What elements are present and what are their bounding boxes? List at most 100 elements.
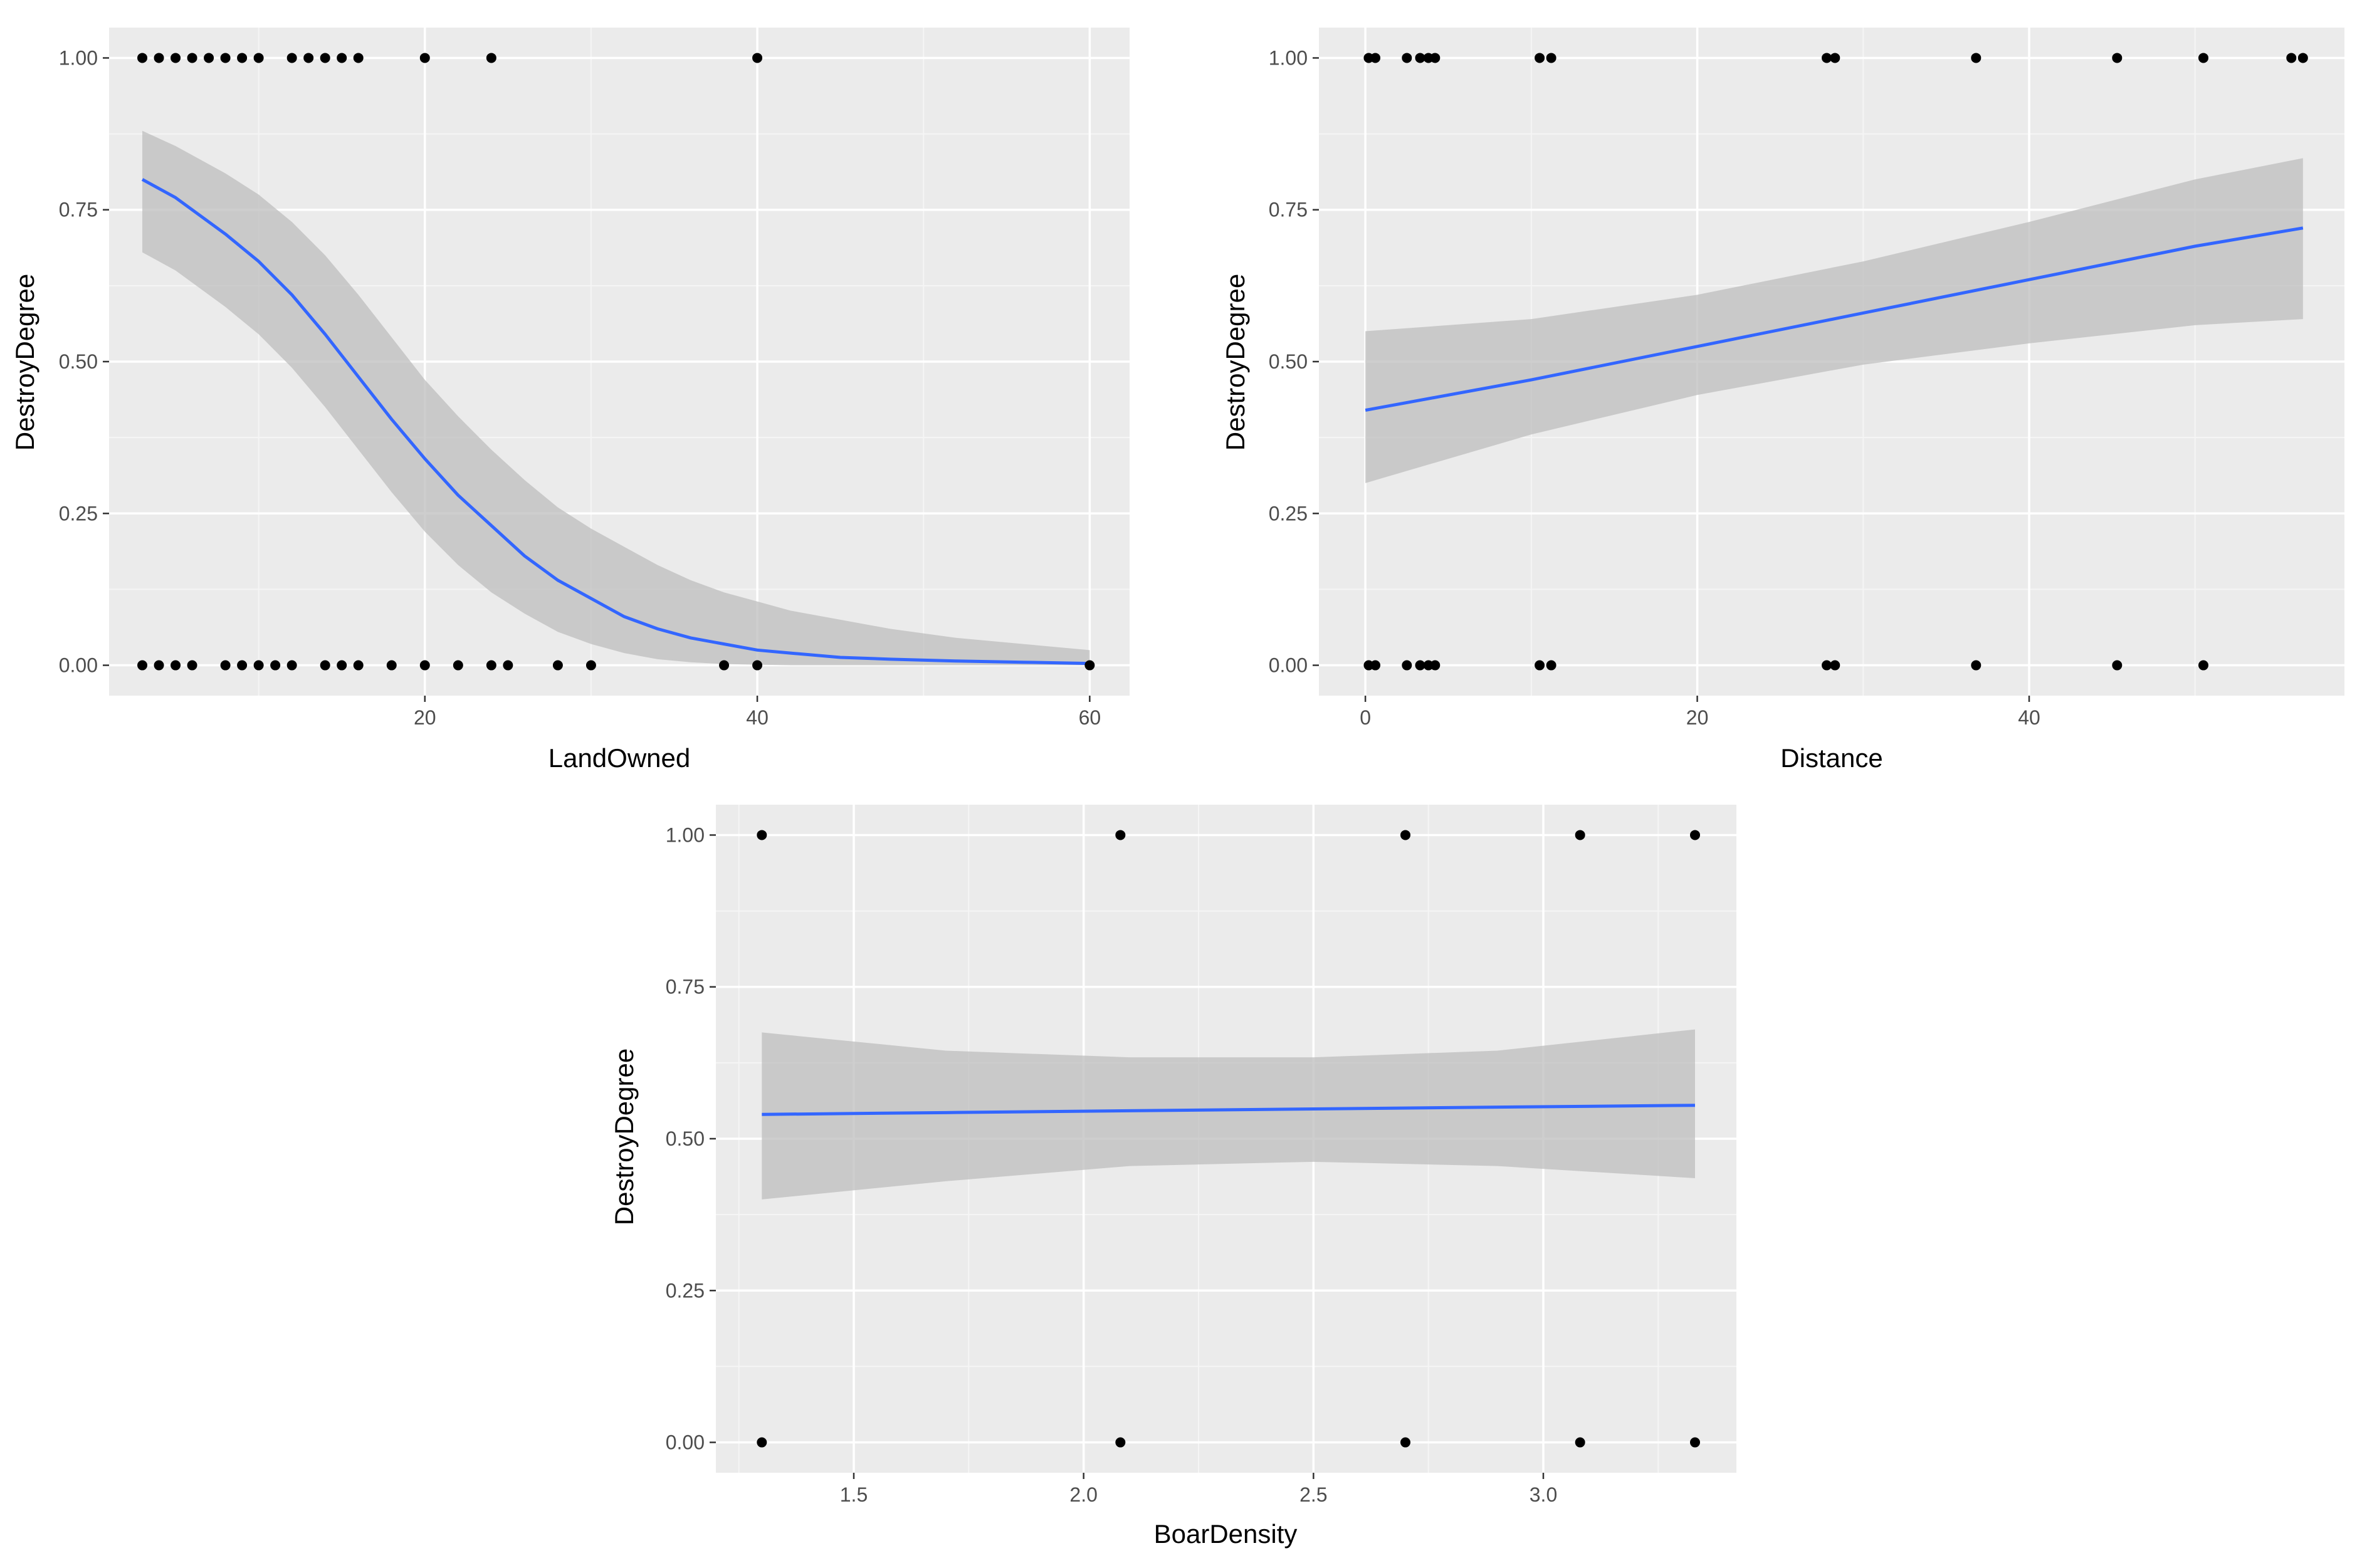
x-axis-title: Distance (1780, 743, 1882, 773)
y-tick-label: 0.50 (1269, 350, 1308, 373)
confidence-ribbon (1365, 158, 2303, 483)
data-point (320, 660, 330, 671)
data-point (552, 660, 563, 671)
y-tick-label: 0.25 (666, 1279, 705, 1302)
data-point (220, 53, 231, 63)
x-tick-label: 3.0 (1530, 1483, 1557, 1506)
data-point (1575, 830, 1585, 840)
data-point (220, 660, 231, 671)
data-point (503, 660, 513, 671)
data-point (137, 53, 148, 63)
y-tick-label: 1.00 (59, 46, 98, 69)
y-tick-label: 0.00 (666, 1431, 705, 1454)
x-tick-label: 40 (746, 706, 769, 729)
data-point (253, 660, 264, 671)
x-tick-label: 2.5 (1299, 1483, 1327, 1506)
data-point (137, 660, 148, 671)
y-tick-label: 0.75 (59, 199, 98, 221)
data-point (757, 830, 767, 840)
x-tick-label: 20 (414, 706, 436, 729)
data-point (1535, 53, 1545, 63)
data-point (1830, 660, 1840, 671)
x-axis-title: LandOwned (549, 743, 691, 773)
x-tick-label: 0 (1360, 706, 1371, 729)
data-point (1971, 53, 1981, 63)
y-tick-label: 0.25 (59, 502, 98, 525)
data-point (1430, 53, 1441, 63)
y-axis-title: DestroyDegree (10, 274, 39, 451)
data-point (1535, 660, 1545, 671)
confidence-ribbon (142, 130, 1090, 666)
x-tick-label: 2.0 (1069, 1483, 1097, 1506)
data-point (1546, 53, 1556, 63)
plot-area: 0.00 0.25 0.50 0.75 1.00 20 40 60 (59, 28, 1130, 729)
data-point (419, 53, 430, 63)
data-point (154, 53, 164, 63)
data-point (719, 660, 730, 671)
x-tick-label: 1.5 (840, 1483, 868, 1506)
data-point (1402, 53, 1412, 63)
data-point (1430, 660, 1441, 671)
data-point (171, 53, 181, 63)
plot-area: 0.00 0.25 0.50 0.75 1.00 1.5 2.0 2.5 3.0 (666, 805, 1736, 1506)
data-point (237, 660, 248, 671)
fit-line (762, 1104, 1696, 1116)
y-tick-label: 1.00 (1269, 46, 1308, 69)
y-tick-label: 0.50 (59, 350, 98, 373)
data-point (1546, 660, 1556, 671)
data-point (1415, 53, 1425, 63)
data-point (270, 660, 281, 671)
y-tick-label: 0.00 (1269, 654, 1308, 677)
data-point (752, 660, 763, 671)
data-point (386, 660, 397, 671)
data-point (1115, 830, 1126, 840)
data-point (752, 53, 763, 63)
data-point (1402, 660, 1412, 671)
data-point (237, 53, 248, 63)
fit-line (1365, 226, 2304, 412)
data-point (1370, 53, 1381, 63)
data-point (286, 660, 297, 671)
data-point (337, 53, 347, 63)
data-point (486, 53, 496, 63)
plot-distance: 0.00 0.25 0.50 0.75 1.00 0 20 40 Distance Destr… (1220, 28, 2344, 773)
y-tick-label: 0.00 (59, 654, 98, 677)
data-point (2286, 53, 2297, 63)
x-tick-label: 40 (2018, 706, 2040, 729)
data-point (1822, 53, 1832, 63)
y-axis-title: DestroyDegree (609, 1048, 639, 1225)
x-tick-label: 20 (1686, 706, 1709, 729)
data-point (286, 53, 297, 63)
data-point (1084, 660, 1095, 671)
data-point (187, 53, 197, 63)
data-point (1575, 1437, 1585, 1448)
fit-line (141, 178, 1090, 666)
data-point (419, 660, 430, 671)
y-tick-label: 0.25 (1269, 502, 1308, 525)
y-tick-label: 0.75 (1269, 199, 1308, 221)
data-point (1400, 830, 1410, 840)
data-point (2198, 53, 2208, 63)
y-tick-label: 1.00 (666, 823, 705, 846)
plot-landowned: 0.00 0.25 0.50 0.75 1.00 20 40 60 LandOwned Des… (10, 28, 1130, 773)
data-point (1690, 1437, 1700, 1448)
x-tick-label: 60 (1079, 706, 1101, 729)
data-point (2112, 660, 2123, 671)
confidence-ribbon (762, 1029, 1695, 1200)
data-point (1971, 660, 1981, 671)
data-point (303, 53, 314, 63)
data-point (2297, 53, 2308, 63)
data-point (1830, 53, 1840, 63)
data-point (757, 1437, 767, 1448)
data-point (1690, 830, 1700, 840)
data-point (2112, 53, 2123, 63)
data-point (1370, 660, 1381, 671)
plot-boardensity: 0.00 0.25 0.50 0.75 1.00 1.5 2.0 2.5 3.0 BoarDen… (609, 805, 1736, 1549)
y-tick-label: 0.50 (666, 1127, 705, 1150)
x-axis-title: BoarDensity (1154, 1519, 1298, 1549)
data-point (1415, 660, 1425, 671)
data-point (204, 53, 214, 63)
data-point (453, 660, 463, 671)
data-point (320, 53, 330, 63)
